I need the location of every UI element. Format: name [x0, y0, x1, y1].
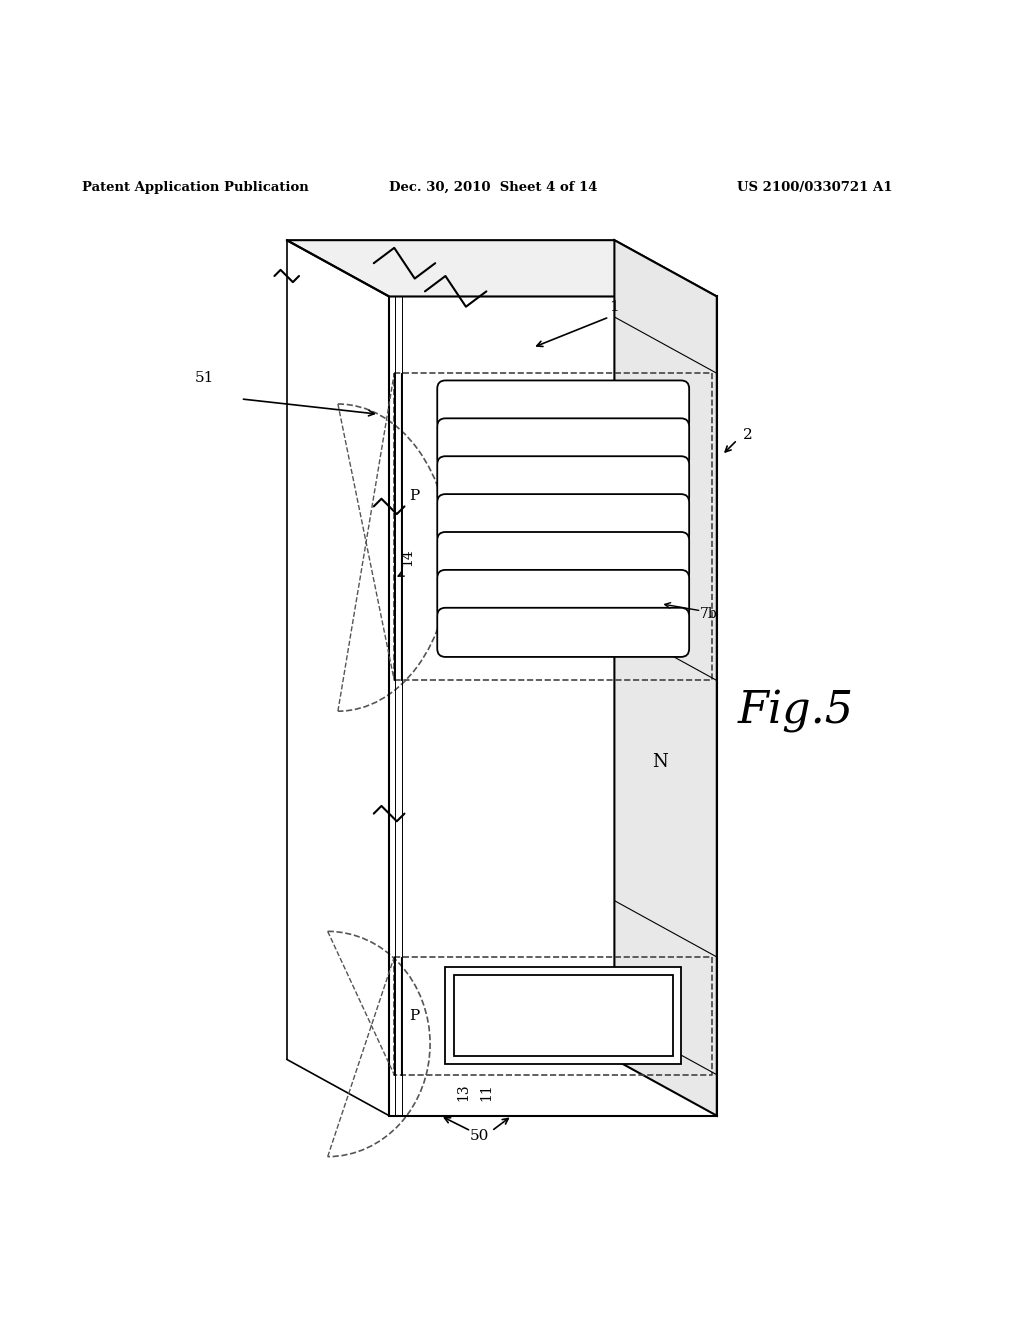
Polygon shape: [287, 240, 717, 297]
Text: 14: 14: [400, 549, 415, 566]
Bar: [454, 975, 673, 1056]
Text: Fig.5: Fig.5: [737, 689, 853, 733]
Text: P: P: [410, 1008, 420, 1023]
FancyBboxPatch shape: [437, 457, 689, 506]
Text: 11: 11: [479, 1082, 494, 1101]
FancyBboxPatch shape: [437, 607, 689, 657]
Bar: [445, 968, 681, 1064]
Text: P: P: [410, 490, 420, 503]
Text: Dec. 30, 2010  Sheet 4 of 14: Dec. 30, 2010 Sheet 4 of 14: [389, 181, 598, 194]
FancyBboxPatch shape: [437, 532, 689, 581]
FancyBboxPatch shape: [437, 380, 689, 429]
FancyBboxPatch shape: [437, 418, 689, 467]
Text: 7b: 7b: [699, 607, 718, 620]
Text: 51: 51: [196, 371, 214, 385]
Text: N: N: [652, 754, 669, 771]
Text: 1: 1: [609, 300, 620, 314]
Text: Patent Application Publication: Patent Application Publication: [82, 181, 308, 194]
Text: US 2100/0330721 A1: US 2100/0330721 A1: [737, 181, 893, 194]
Text: 13: 13: [456, 1082, 470, 1101]
Polygon shape: [614, 240, 717, 1115]
FancyBboxPatch shape: [437, 494, 689, 544]
FancyBboxPatch shape: [437, 570, 689, 619]
Text: 2: 2: [742, 428, 753, 442]
Text: 50: 50: [470, 1129, 488, 1143]
